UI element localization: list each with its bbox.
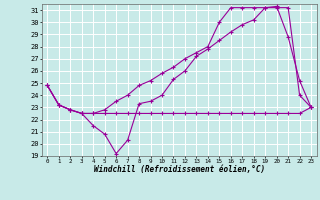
X-axis label: Windchill (Refroidissement éolien,°C): Windchill (Refroidissement éolien,°C)	[94, 165, 265, 174]
